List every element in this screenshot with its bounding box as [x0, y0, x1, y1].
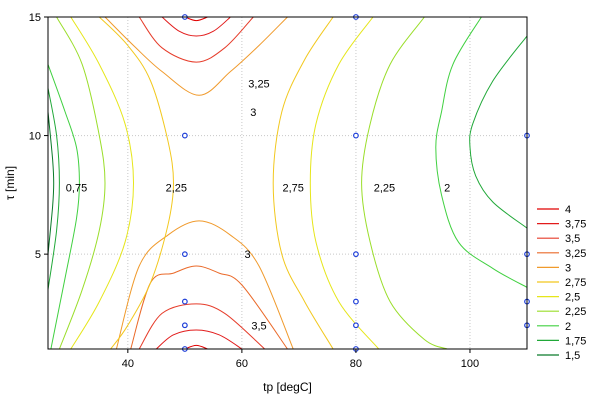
legend-label: 3,5 [565, 233, 580, 245]
contour-line-2-25 [56, 17, 106, 349]
y-tick-label: 10 [29, 131, 41, 143]
legend-label: 3,25 [565, 248, 586, 260]
legend-entry: 2,5 [537, 292, 580, 304]
contour-line-2 [435, 17, 527, 288]
legend-label: 3,75 [565, 219, 586, 231]
legend-label: 1,5 [565, 350, 580, 362]
legend-entry: 3,75 [537, 219, 586, 231]
contour-label: 2,25 [374, 183, 395, 195]
contour-line-3-75 [155, 329, 243, 349]
contour-label: 0,75 [66, 183, 87, 195]
contour-label: 3,5 [251, 320, 266, 332]
legend-label: 2 [565, 321, 571, 333]
x-tick-label: 80 [350, 358, 362, 370]
legend-entry: 3 [537, 262, 571, 274]
contour-label: 3,25 [248, 78, 269, 90]
design-point [353, 322, 359, 329]
x-tick-label: 40 [122, 358, 134, 370]
contour-line-1-75 [469, 35, 527, 229]
legend-entry: 3,25 [537, 248, 586, 260]
design-point [353, 251, 359, 258]
contour-line-2-75 [272, 17, 334, 349]
legend-entry: 1,5 [537, 350, 580, 362]
contour-line-3-5 [138, 303, 266, 349]
legend-entry: 4 [537, 204, 571, 216]
contour-line-2 [48, 64, 80, 349]
contour-line-1-5 [48, 111, 55, 255]
contour-line-3 [115, 220, 294, 349]
contour-line-2-5 [309, 17, 380, 349]
contour-label: 2,25 [166, 183, 187, 195]
legend-label: 2,25 [565, 306, 586, 318]
legend-entry: 2,25 [537, 306, 586, 318]
legend-entry: 2,75 [537, 277, 586, 289]
design-point [181, 322, 188, 329]
design-point [181, 298, 188, 305]
y-tick-label: 5 [35, 249, 41, 261]
x-axis-label: tp [degC] [263, 380, 312, 394]
contour-label: 3 [250, 107, 256, 119]
x-tick-label: 60 [236, 358, 248, 370]
contour-line-2-75 [98, 17, 175, 349]
design-point [181, 251, 188, 258]
y-tick-label: 15 [29, 12, 41, 24]
legend-label: 3 [565, 262, 571, 274]
legend-label: 1,75 [565, 335, 586, 347]
contour-line-3-75 [161, 17, 231, 37]
contour-label: 2,75 [282, 183, 303, 195]
legend-entry: 3,5 [537, 233, 580, 245]
design-point [181, 132, 188, 139]
contour-line-2-25 [361, 17, 448, 349]
legend-entry: 1,75 [537, 335, 586, 347]
contour-line-1-75 [48, 88, 60, 290]
x-tick-label: 100 [461, 358, 479, 370]
legend-label: 2,5 [565, 292, 580, 304]
design-point [353, 132, 359, 139]
contour-label: 3 [245, 249, 251, 261]
legend-entry: 2 [537, 321, 571, 333]
contour-line-3 [104, 17, 288, 96]
plot-frame [47, 16, 528, 350]
y-axis-label: τ [min] [3, 166, 17, 200]
legend-label: 4 [565, 204, 571, 216]
contour-line-3-5 [138, 17, 254, 63]
legend-label: 2,75 [565, 277, 586, 289]
contour-line-2-5 [70, 17, 135, 349]
design-point [353, 298, 359, 305]
contour-label: 2 [444, 183, 450, 195]
